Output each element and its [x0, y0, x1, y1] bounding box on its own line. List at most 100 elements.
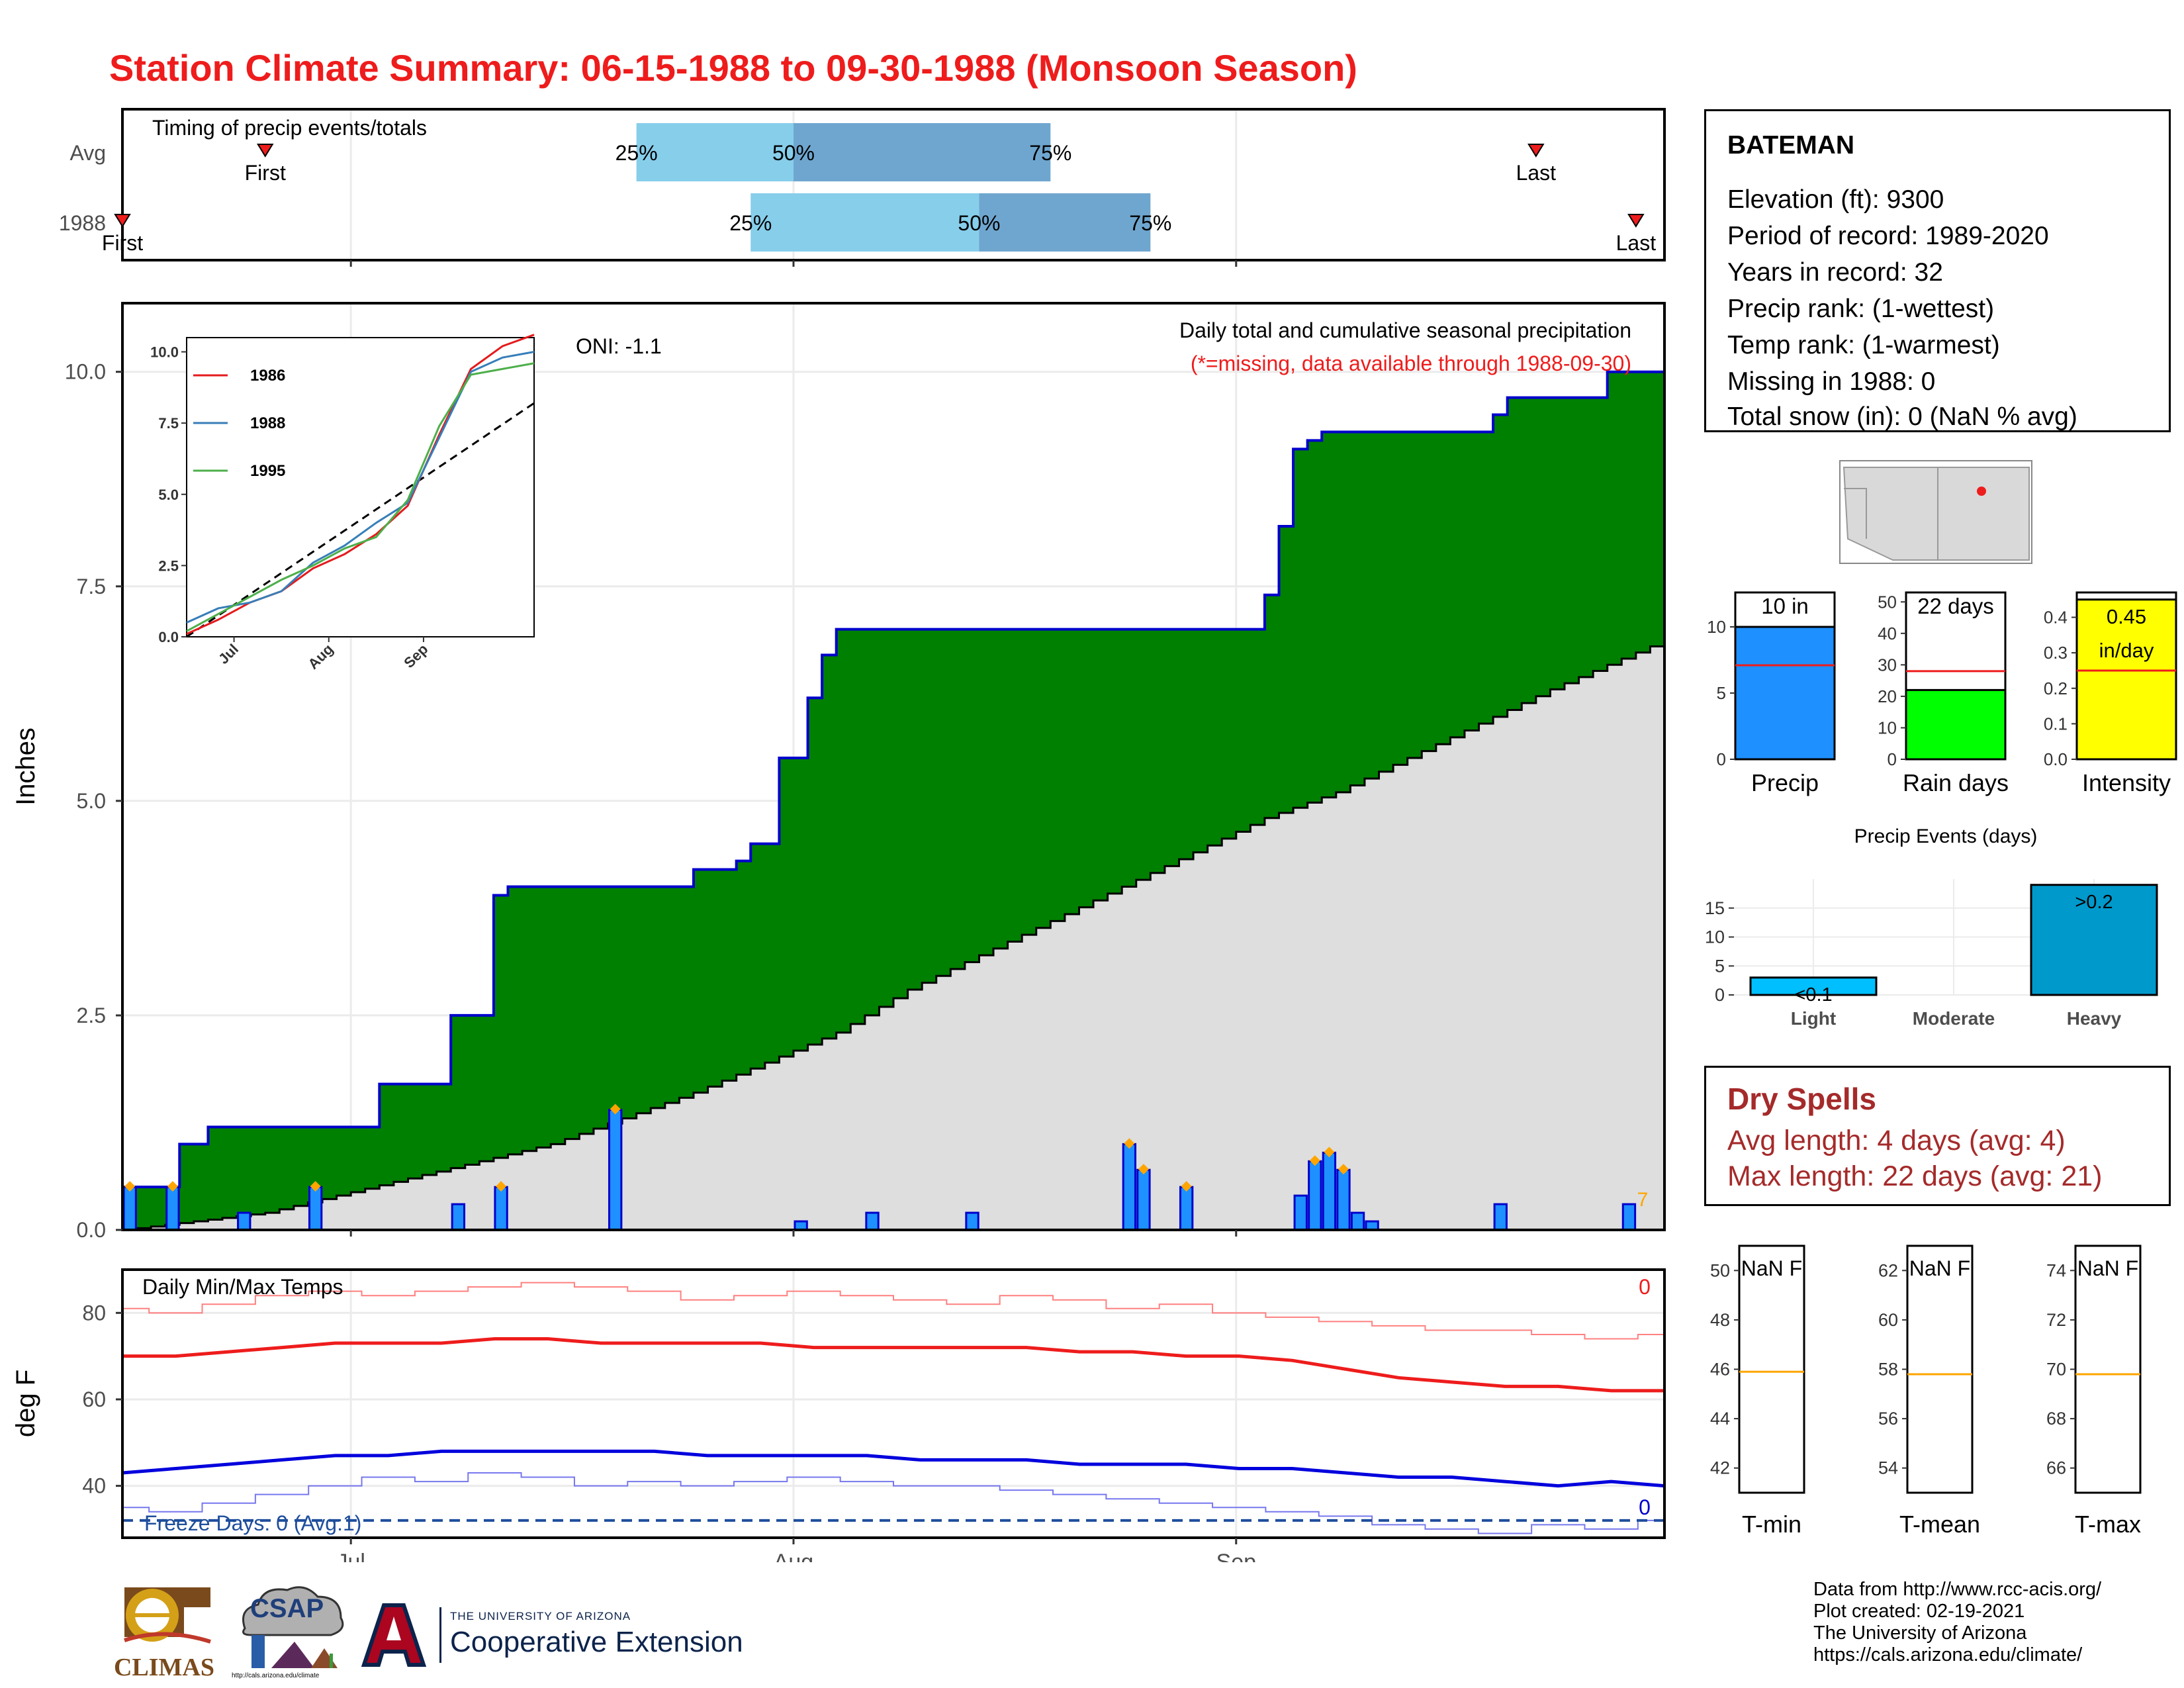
daily-precip-bar	[122, 1186, 137, 1231]
gauge-name: T-mean	[1899, 1511, 1980, 1538]
above-average-segment	[551, 886, 566, 1145]
above-average-segment	[336, 1127, 351, 1196]
inset-series-1995	[186, 362, 535, 632]
temps-xtick: Sep	[1216, 1550, 1257, 1562]
climas-logo: CLIMAS	[111, 1581, 217, 1681]
above-average-segment	[1350, 432, 1365, 786]
above-average-segment	[1122, 629, 1137, 887]
above-average-segment	[279, 1127, 295, 1209]
above-average-segment	[1193, 629, 1208, 853]
precip-subtitle: Daily total and cumulative seasonal prec…	[1179, 318, 1631, 342]
above-average-segment	[465, 1015, 480, 1165]
daily-precip-bar	[237, 1211, 251, 1231]
credits-line-2: Plot created: 02-19-2021	[1813, 1601, 2025, 1622]
temps-ylabel: deg F	[11, 1370, 40, 1437]
above-average-segment	[1578, 397, 1594, 677]
temps-ytick: 80	[82, 1301, 106, 1325]
gauge-ytick: 58	[1878, 1360, 1898, 1380]
summary-name: Precip	[1751, 769, 1819, 796]
above-average-segment	[608, 886, 623, 1124]
above-average-segment	[1222, 629, 1237, 839]
gauge-frame-t-mean	[1906, 1244, 1974, 1494]
timing-last-marker	[1627, 214, 1645, 228]
credits: Data from http://www.rcc-acis.org/ Plot …	[1813, 1579, 2101, 1666]
timing-row-label: Avg	[69, 141, 106, 165]
temps-ytick: 40	[82, 1474, 106, 1498]
station-temp-rank: Temp rank: (1-warmest)	[1727, 331, 2000, 359]
trailing-label: 7	[1637, 1189, 1649, 1211]
above-average-segment	[365, 1127, 380, 1189]
events-ytick: 15	[1705, 898, 1725, 918]
above-average-segment	[764, 843, 780, 1063]
timing-box-upper	[793, 123, 1051, 181]
daily-precip-bar	[1621, 1203, 1637, 1231]
heavy-day-marker	[1181, 1181, 1192, 1192]
above-average-segment	[1107, 629, 1122, 894]
ua-name-big: Cooperative Extension	[450, 1626, 743, 1658]
above-average-segment	[1522, 397, 1537, 704]
gauge-ytick: 42	[1710, 1458, 1730, 1478]
above-average-segment	[1593, 397, 1608, 671]
dry-spells-box: Dry Spells Avg length: 4 days (avg: 4) M…	[1704, 1066, 2171, 1206]
summary-ytick: 30	[1878, 655, 1897, 675]
above-average-segment	[822, 655, 837, 1039]
above-average-segment	[1279, 526, 1294, 813]
above-average-segment	[993, 629, 1009, 949]
daily-precip-bar	[608, 1109, 623, 1231]
daily-precip-bar	[965, 1211, 979, 1231]
above-average-segment	[636, 886, 651, 1113]
above-average-segment	[850, 629, 866, 1024]
timing-box-lower	[636, 123, 794, 181]
timing-row-label: 1988	[59, 211, 106, 235]
above-average-segment	[1379, 432, 1394, 772]
events-category: Heavy	[2067, 1008, 2122, 1029]
temps-xtick: Jul	[336, 1550, 365, 1562]
csap-logo-text: CSAP	[250, 1594, 324, 1623]
temps-heading: Daily Min/Max Temps	[142, 1275, 343, 1299]
gauge-ytick: 46	[1710, 1360, 1730, 1380]
above-average-segment	[1307, 440, 1322, 803]
above-average-segment	[436, 1084, 451, 1172]
above-average-segment	[293, 1127, 309, 1206]
summary-name: Intensity	[2082, 769, 2171, 796]
events-bar-label: >0.2	[2075, 892, 2113, 913]
page-title: Station Climate Summary: 06-15-1988 to 0…	[109, 47, 1357, 89]
station-location-marker	[1977, 487, 1986, 496]
temps-ytick: 60	[82, 1387, 106, 1411]
above-average-segment	[1650, 371, 1665, 647]
above-average-segment	[1079, 629, 1094, 908]
above-average-segment	[536, 886, 551, 1148]
above-average-segment	[707, 869, 723, 1087]
above-average-segment	[451, 1015, 466, 1168]
above-average-segment	[893, 629, 909, 998]
above-average-segment	[1322, 432, 1337, 798]
climas-logo-graphic	[111, 1581, 217, 1654]
above-average-segment	[1007, 629, 1023, 942]
dry-spells-title: Dry Spells	[1727, 1082, 1876, 1116]
station-snow: Total snow (in): 0 (NaN % avg)	[1727, 402, 2077, 431]
oni-label: ONI: -1.1	[576, 334, 662, 358]
freeze-days-text: Freeze Days: 0 (Avg:1)	[144, 1511, 361, 1535]
daily-precip-bar	[451, 1203, 466, 1231]
precip-ytick: 2.5	[77, 1004, 106, 1027]
above-average-segment	[1336, 432, 1351, 792]
inset-ytick: 5.0	[158, 487, 179, 503]
above-average-segment	[693, 869, 709, 1093]
timing-q25-label: 25%	[615, 141, 658, 165]
station-years: Years in record: 32	[1727, 258, 1943, 287]
above-average-segment	[136, 1187, 152, 1229]
above-average-segment	[308, 1127, 323, 1203]
events-title: Precip Events (days)	[1854, 825, 2038, 847]
daily-precip-bar	[1350, 1211, 1365, 1231]
temps-xtick: Aug	[774, 1550, 814, 1562]
above-average-segment	[1264, 594, 1280, 818]
heavy-day-marker	[310, 1181, 321, 1192]
gauge-name: T-max	[2075, 1511, 2141, 1538]
events-category: Moderate	[1913, 1008, 1995, 1029]
above-average-segment	[1479, 432, 1494, 724]
above-average-segment	[1364, 432, 1380, 779]
temp-series-tmin	[122, 1472, 1664, 1534]
above-average-segment	[251, 1127, 266, 1215]
above-average-segment	[393, 1084, 409, 1182]
events-ytick: 10	[1705, 927, 1725, 947]
